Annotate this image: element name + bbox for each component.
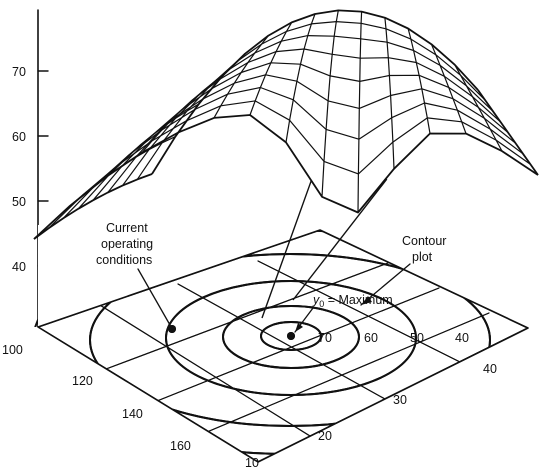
contour-label-60: 60	[364, 331, 378, 345]
left-floor-tick-160: 160	[170, 439, 191, 453]
surface-gridline-along-1	[69, 136, 176, 207]
right-floor-tick-40: 40	[483, 362, 497, 376]
current-label-line1: Current	[106, 221, 148, 235]
left-floor-tick-140: 140	[122, 407, 143, 421]
floor-mask	[0, 225, 545, 468]
surface-notch-right	[292, 178, 388, 301]
maximum-label: y0 = Maximum	[312, 293, 393, 309]
right-floor-tick-30: 30	[393, 393, 407, 407]
current-label-line3: conditions	[96, 253, 152, 267]
contour-label-line1: Contour	[402, 234, 446, 248]
right-floor-tick-10: 10	[245, 456, 259, 468]
floor-outline-redraw	[37, 229, 529, 463]
surface-gridline-along-6	[249, 22, 293, 116]
surface-gridline-along-13	[454, 64, 503, 152]
surface-notch-left	[261, 180, 312, 319]
maximum-rest: = Maximum	[324, 293, 392, 307]
current-operating-annotation: Current operating conditions	[96, 221, 171, 326]
z-tick-label-40: 40	[12, 260, 26, 274]
maximum-annotation: y0 = Maximum	[294, 293, 393, 333]
z-tick-label-60: 60	[12, 130, 26, 144]
z-tick-label-50: 50	[12, 195, 26, 209]
contour-plot-annotation: Contour plot	[360, 234, 446, 306]
surface-gridline-along-7	[285, 13, 316, 143]
current-pointer	[137, 268, 171, 326]
contour-label-70: 70	[318, 331, 332, 345]
surface-gridline-along-12	[430, 43, 467, 134]
surface-gridline-along-3	[141, 76, 223, 153]
left-floor-tick-120: 120	[72, 374, 93, 388]
surface-gridline-along-11	[407, 28, 431, 134]
surface-gridline-along-9	[357, 11, 363, 213]
z-tick-label-70: 70	[12, 65, 26, 79]
surface-gridline-along-2	[105, 103, 199, 178]
right-floor-tick-20: 20	[318, 429, 332, 443]
maximum-symbol: y	[312, 293, 320, 307]
surface-fill	[34, 10, 538, 240]
contour-label-50: 50	[410, 331, 424, 345]
response-surface-mesh	[33, 9, 539, 319]
surface-gridline-along-14	[477, 89, 539, 176]
contour-label-line2: plot	[412, 250, 433, 264]
left-floor-tick-100: 100	[2, 343, 23, 357]
maximum-subscript: 0	[319, 299, 324, 309]
surface-gridline-along-8	[321, 10, 339, 197]
surface-gridline-along-0	[33, 173, 153, 240]
surface-gridline-along-4	[177, 53, 246, 133]
surface-gridline-along-10	[384, 17, 395, 169]
surface-gridline-along-5	[213, 35, 269, 119]
contour-arrowhead	[361, 296, 372, 305]
maximum-arrowhead	[295, 323, 303, 332]
contour-label-40: 40	[455, 331, 469, 345]
current-label-line2: operating	[101, 237, 153, 251]
